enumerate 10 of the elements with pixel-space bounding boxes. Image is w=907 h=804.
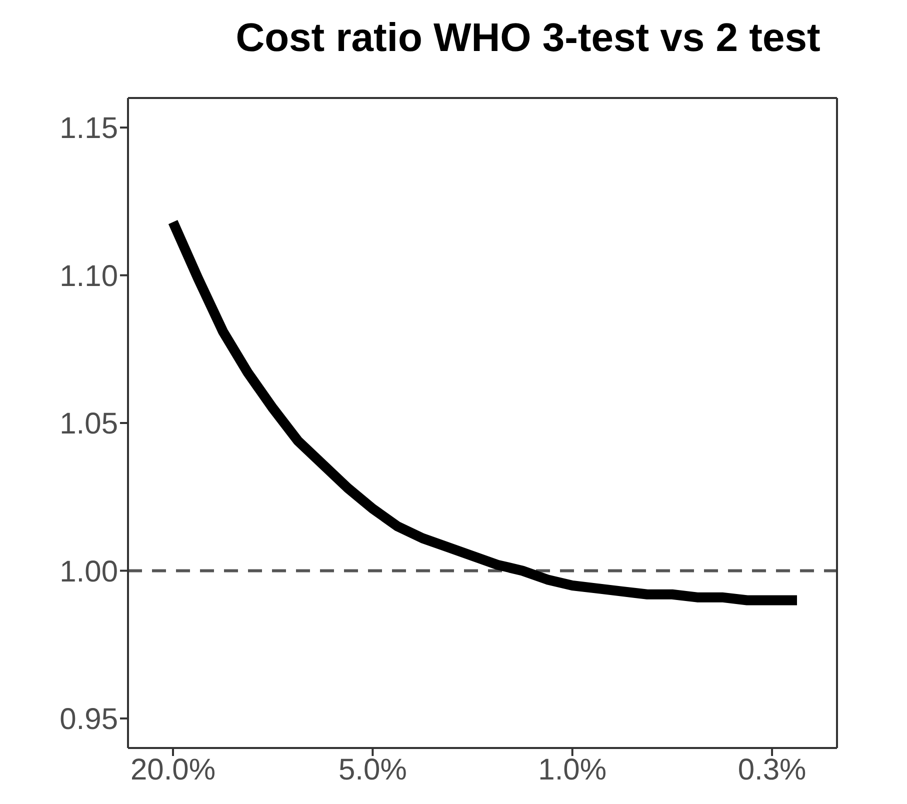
y-tick-label: 0.95 <box>60 703 118 736</box>
y-tick-label: 1.00 <box>60 555 118 588</box>
y-tick-label: 1.05 <box>60 408 118 441</box>
x-tick-label: 0.3% <box>738 753 806 786</box>
x-tick-label: 20.0% <box>130 753 216 786</box>
y-tick-label: 1.10 <box>60 260 118 293</box>
x-tick-label: 1.0% <box>538 753 607 786</box>
chart-title: Cost ratio WHO 3-test vs 2 test <box>234 15 822 62</box>
y-tick-label: 1.15 <box>60 112 118 146</box>
x-tick-label: 5.0% <box>338 753 407 786</box>
